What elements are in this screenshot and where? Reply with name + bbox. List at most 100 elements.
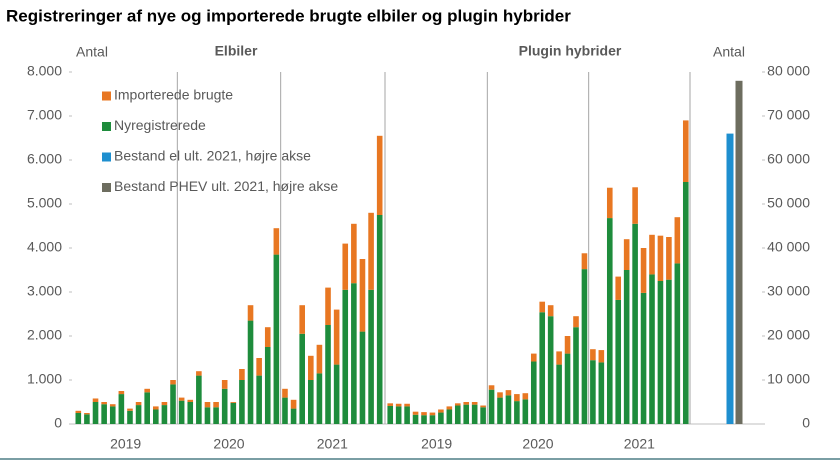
y-tick-label: 0	[54, 415, 62, 431]
bar-segment	[359, 259, 366, 332]
bar-segment	[256, 375, 262, 424]
bar-segment	[640, 292, 647, 424]
bar-segment	[196, 371, 202, 376]
bar-segment	[178, 400, 185, 424]
bar-segment	[84, 414, 90, 424]
bar-segment	[204, 402, 211, 408]
bar-segment	[606, 218, 613, 424]
bar-segment	[564, 353, 571, 424]
bar-segment	[471, 402, 478, 405]
bar-segment	[376, 215, 383, 424]
bar-segment	[590, 349, 596, 361]
x-tick-label: 2020	[522, 436, 553, 452]
bar-segment	[387, 403, 394, 406]
bar-segment	[230, 402, 237, 424]
bar-segment	[316, 344, 323, 374]
bar-segment	[387, 405, 394, 424]
bar-segment	[514, 394, 520, 402]
legend-swatch	[102, 183, 111, 192]
bar-segment	[351, 223, 357, 284]
legend-swatch	[102, 152, 111, 162]
bar-segment	[135, 405, 142, 424]
stock-bar	[735, 80, 743, 425]
bar-segment	[463, 404, 470, 424]
bar-segment	[581, 253, 588, 270]
y2-tick-label: 80 000	[767, 63, 810, 79]
bar-segment	[505, 395, 512, 424]
bar-segment	[573, 316, 579, 328]
bar-segment	[342, 289, 349, 424]
bar-segment	[404, 406, 410, 424]
bar-segment	[412, 411, 419, 415]
bar-segment	[438, 409, 444, 413]
bar-segment	[247, 320, 254, 424]
bar-segment	[187, 399, 194, 402]
bar-segment	[118, 394, 125, 424]
bar-segment	[109, 404, 116, 407]
bar-segment	[454, 405, 461, 424]
x-tick-label: 2019	[421, 436, 452, 452]
bar-segment	[632, 187, 638, 224]
bar-segment	[290, 408, 297, 424]
bar-segment	[421, 415, 427, 424]
bar-segment	[674, 263, 681, 424]
bar-segment	[75, 413, 82, 424]
bar-segment	[342, 243, 349, 290]
bar-segment	[429, 415, 436, 424]
legend-label: Nyregistrerede	[114, 117, 206, 133]
bar-segment	[446, 409, 453, 424]
x-tick-label: 2020	[213, 436, 244, 452]
bar-segment	[204, 407, 211, 424]
bar-segment	[308, 380, 314, 424]
bar-segment	[316, 373, 323, 424]
bar-segment	[598, 362, 605, 424]
bar-segment	[514, 401, 520, 424]
bar-segment	[127, 408, 133, 411]
chart-title: Registreringer af nye og importerede bru…	[6, 6, 571, 25]
bar-segment	[376, 135, 383, 215]
bar-segment	[333, 364, 340, 424]
y-tick-label: 2.000	[27, 327, 62, 343]
y-tick-label: 8.000	[27, 63, 62, 79]
bar-segment	[522, 393, 529, 400]
bar-segment	[101, 404, 107, 424]
bar-segment	[404, 403, 410, 407]
bar-segment	[573, 327, 579, 424]
y2-tick-label: 70 000	[767, 107, 810, 123]
x-tick-label: 2021	[624, 436, 655, 452]
legend-label: Bestand el ult. 2021, højre akse	[114, 148, 311, 164]
y-tick-label: 5.000	[27, 195, 62, 211]
y-tick-label: 1.000	[27, 371, 62, 387]
y-tick-label: 3.000	[27, 283, 62, 299]
bar-segment	[256, 358, 262, 376]
y2-axis-label: Antal	[713, 44, 745, 60]
bar-segment	[109, 406, 116, 424]
bar-segment	[632, 223, 638, 424]
bar-segment	[674, 217, 681, 264]
bar-segment	[101, 402, 107, 405]
bar-segment	[325, 325, 331, 424]
bar-segment	[92, 402, 99, 424]
bar-segment	[615, 299, 622, 424]
bar-segment	[368, 289, 374, 424]
bar-segment	[412, 414, 419, 424]
bar-segment	[359, 331, 366, 424]
bar-segment	[666, 237, 672, 280]
bar-segment	[530, 353, 537, 362]
bar-segment	[556, 364, 562, 424]
bar-segment	[264, 327, 271, 347]
y2-tick-label: 40 000	[767, 239, 810, 255]
bar-segment	[213, 402, 219, 408]
x-tick-label: 2021	[317, 436, 348, 452]
bar-segment	[153, 406, 159, 410]
bar-segment	[290, 399, 297, 409]
bar-segment	[351, 283, 357, 424]
bar-segment	[273, 228, 280, 255]
bar-segment	[497, 397, 503, 424]
bar-segment	[144, 392, 150, 424]
stock-bar	[726, 133, 734, 424]
bar-segment	[299, 305, 305, 334]
bar-segment	[682, 120, 689, 182]
bar-segment	[153, 409, 159, 424]
